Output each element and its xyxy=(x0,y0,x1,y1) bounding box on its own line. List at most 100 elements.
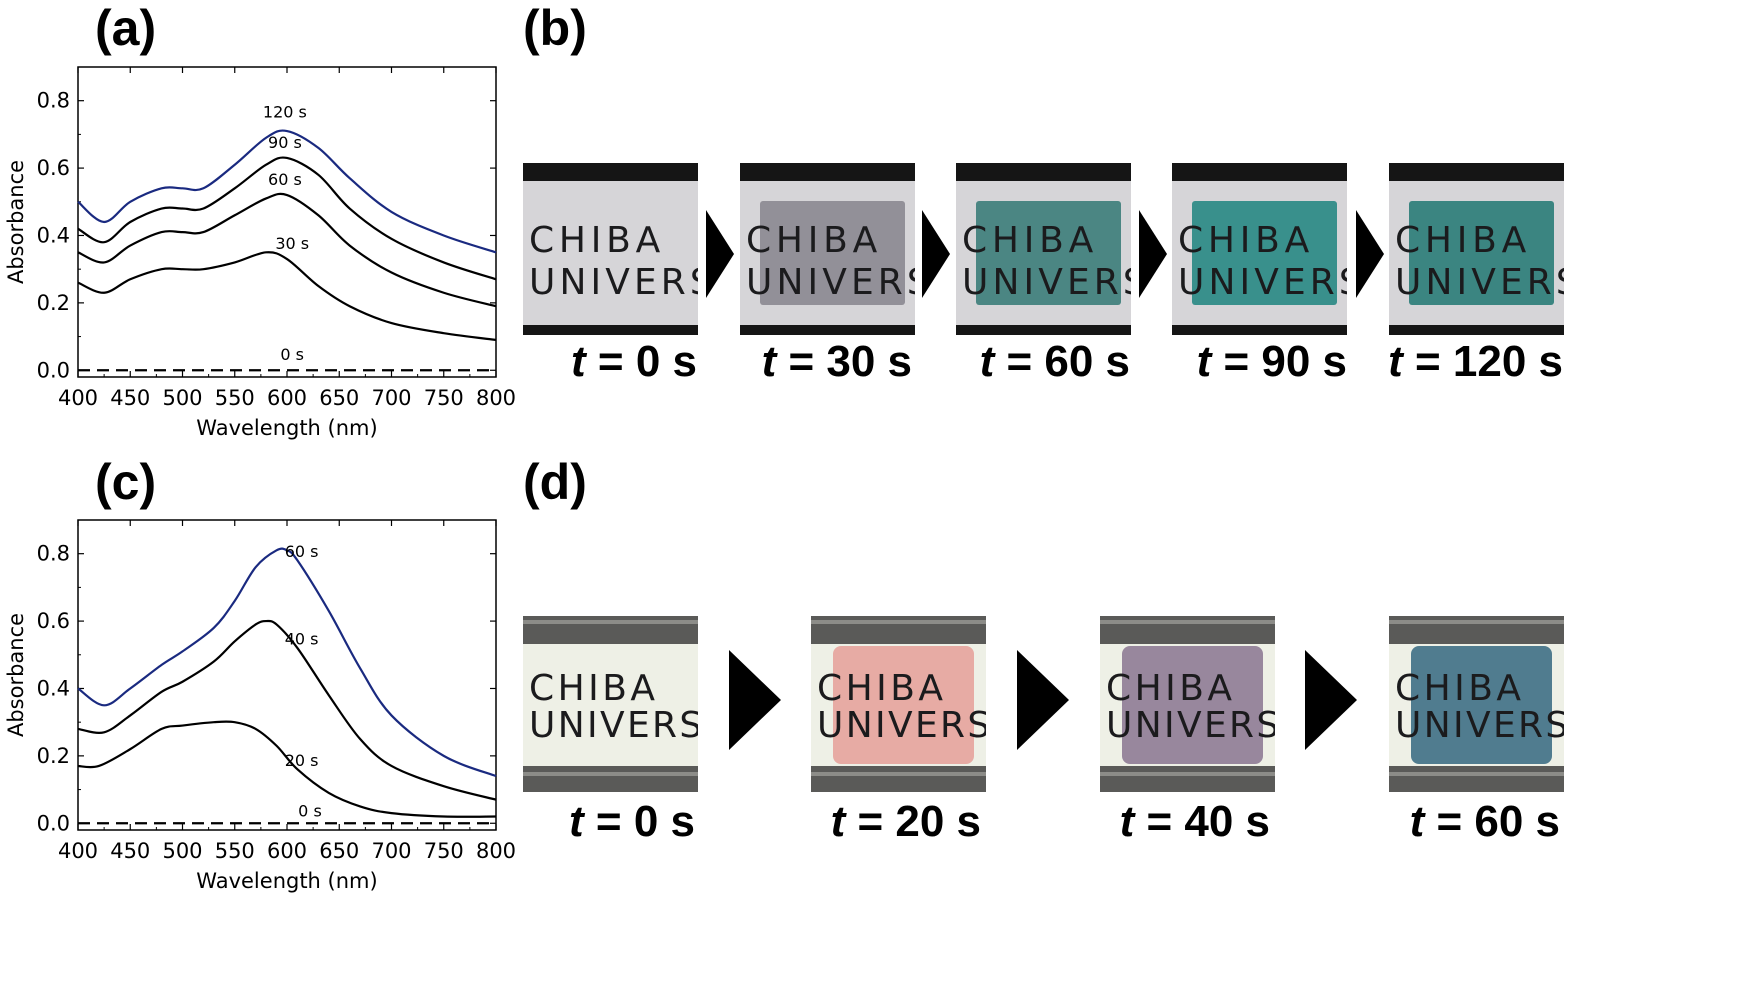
svg-text:UNIVERS: UNIVERS xyxy=(746,262,915,303)
time-variable: t xyxy=(761,337,777,386)
right-arrow-icon xyxy=(1139,210,1167,298)
svg-text:CHIBA: CHIBA xyxy=(1395,668,1521,709)
right-arrow-icon xyxy=(922,210,950,298)
series-line-40-s xyxy=(77,619,497,801)
curve-annotation: 40 s xyxy=(285,630,319,649)
panel-label-d: (d) xyxy=(523,454,587,510)
series-line-60-s xyxy=(77,192,497,308)
svg-text:CHIBA: CHIBA xyxy=(962,220,1094,261)
svg-text:UNIVERS: UNIVERS xyxy=(1106,705,1275,746)
y-tick-label: 0.4 xyxy=(37,223,70,247)
time-label: t = 90 s xyxy=(1197,340,1347,384)
right-arrow-icon xyxy=(1305,650,1357,750)
y-tick-label: 0.2 xyxy=(37,744,70,768)
x-tick-label: 700 xyxy=(371,839,411,863)
x-tick-label: 400 xyxy=(58,839,98,863)
time-label: t = 60 s xyxy=(980,340,1130,384)
panel-label-a: (a) xyxy=(95,0,157,56)
time-value: = 40 s xyxy=(1134,797,1270,846)
sample-photo-d-2: CHIBA UNIVERS xyxy=(811,616,986,792)
sample-photo-d-4: CHIBA UNIVERS xyxy=(1389,616,1564,792)
svg-text:UNIVERS: UNIVERS xyxy=(1178,262,1347,303)
svg-text:CHIBA: CHIBA xyxy=(1395,220,1527,261)
x-tick-label: 550 xyxy=(215,839,255,863)
time-value: = 0 s xyxy=(583,797,695,846)
sample-photo-d-3: CHIBA UNIVERS xyxy=(1100,616,1275,792)
right-arrow-icon xyxy=(706,210,734,298)
x-tick-label: 600 xyxy=(267,839,307,863)
time-value: = 20 s xyxy=(845,797,981,846)
x-tick-label: 500 xyxy=(162,839,202,863)
curve-annotation: 60 s xyxy=(268,170,302,189)
x-tick-label: 800 xyxy=(476,386,516,410)
time-variable: t xyxy=(830,797,846,846)
time-value: = 60 s xyxy=(1424,797,1560,846)
y-tick-label: 0.8 xyxy=(37,89,70,113)
x-tick-label: 750 xyxy=(424,839,464,863)
x-axis-label: Wavelength (nm) xyxy=(196,869,377,893)
x-tick-label: 800 xyxy=(476,839,516,863)
svg-text:UNIVERS: UNIVERS xyxy=(529,705,698,746)
time-variable: t xyxy=(571,337,586,386)
curve-annotation: 20 s xyxy=(285,751,319,770)
time-label: t = 0 s xyxy=(571,340,697,384)
time-label: t = 60 s xyxy=(1410,800,1560,844)
curve-annotation: 0 s xyxy=(298,802,322,821)
x-tick-label: 400 xyxy=(58,386,98,410)
y-tick-label: 0.6 xyxy=(37,156,70,180)
svg-text:CHIBA: CHIBA xyxy=(529,220,661,261)
y-tick-label: 0.0 xyxy=(37,811,70,835)
x-tick-label: 500 xyxy=(162,386,202,410)
time-variable: t xyxy=(569,797,584,846)
time-value: = 0 s xyxy=(585,337,697,386)
x-axis-label: Wavelength (nm) xyxy=(196,416,377,440)
curve-annotation: 90 s xyxy=(268,133,302,152)
sample-photo-d-1: CHIBA UNIVERS xyxy=(523,616,698,792)
time-variable: t xyxy=(979,337,995,386)
svg-text:CHIBA: CHIBA xyxy=(529,668,655,709)
absorbance-chart-c: 400 450 500 550 600 650 700 750 800 0.0 0.2 0.4 0.6 0… xyxy=(4,519,516,893)
time-variable: t xyxy=(1409,797,1425,846)
x-tick-label: 650 xyxy=(319,839,359,863)
x-tick-label: 600 xyxy=(267,386,307,410)
series-line-90-s xyxy=(77,156,497,281)
series-line-60-s xyxy=(77,547,497,778)
curve-annotation: 0 s xyxy=(280,345,304,364)
time-label: t = 0 s xyxy=(569,800,695,844)
right-arrow-icon xyxy=(1356,210,1384,298)
time-variable: t xyxy=(1388,337,1403,386)
series-line-30-s xyxy=(77,251,497,342)
x-tick-label: 450 xyxy=(110,839,150,863)
x-tick-label: 650 xyxy=(319,386,359,410)
svg-text:UNIVERS: UNIVERS xyxy=(1395,705,1564,746)
y-tick-label: 0.8 xyxy=(37,542,70,566)
time-value: = 60 s xyxy=(994,337,1130,386)
x-tick-label: 550 xyxy=(215,386,255,410)
time-label: t = 120 s xyxy=(1388,340,1563,384)
series-line-20-s xyxy=(77,720,497,818)
y-axis-label: Absorbance xyxy=(4,160,28,284)
svg-text:CHIBA: CHIBA xyxy=(1106,668,1232,709)
series-line-120-s xyxy=(77,129,497,254)
time-variable: t xyxy=(1119,797,1135,846)
curve-annotation: 60 s xyxy=(285,542,319,561)
svg-text:CHIBA: CHIBA xyxy=(817,668,943,709)
y-tick-label: 0.0 xyxy=(37,358,70,382)
absorbance-chart-a: 400 450 500 550 600 650 700 750 800 0.0 0.2 0.4 0.6 0… xyxy=(4,66,516,440)
panel-label-c: (c) xyxy=(95,454,157,510)
svg-text:CHIBA: CHIBA xyxy=(1178,220,1310,261)
y-tick-label: 0.6 xyxy=(37,609,70,633)
